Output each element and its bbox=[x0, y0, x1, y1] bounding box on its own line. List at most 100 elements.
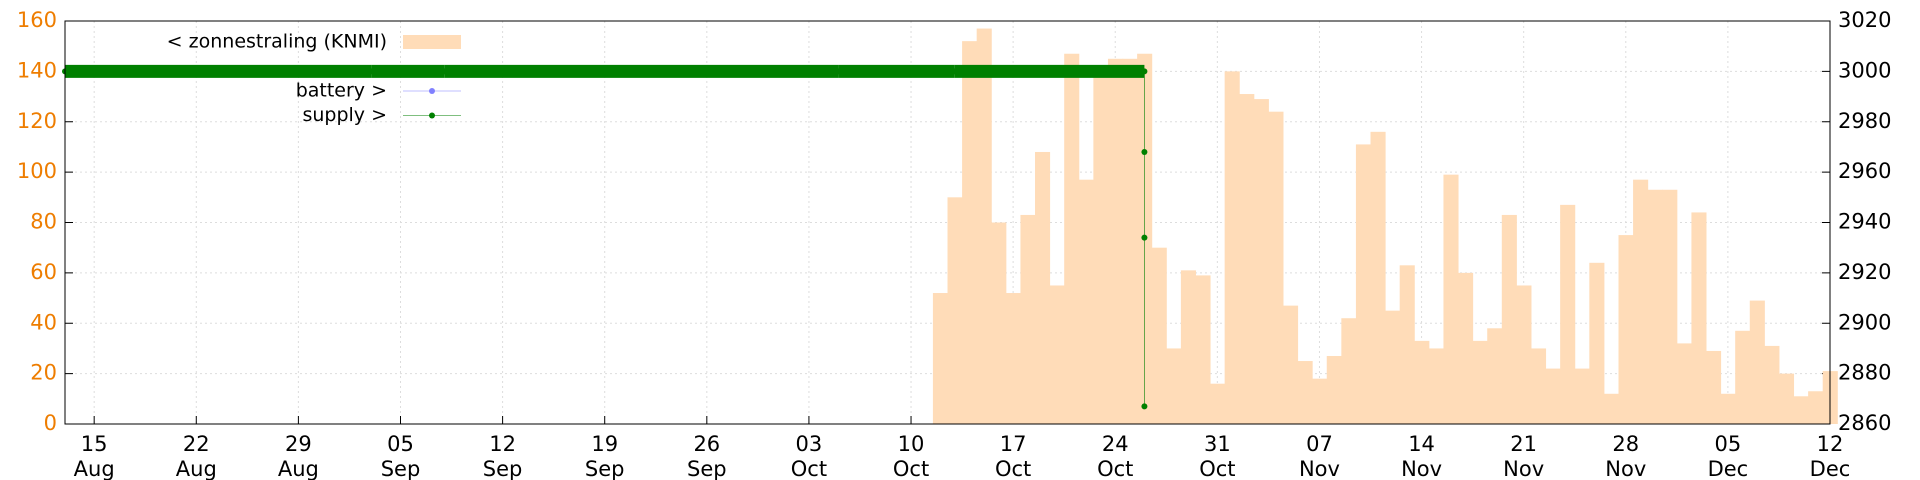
x-tick-label: Nov bbox=[1605, 457, 1646, 480]
bar bbox=[1443, 174, 1459, 424]
x-tick-label: Sep bbox=[381, 457, 421, 480]
x-tick-label: 12 bbox=[489, 432, 516, 456]
bar bbox=[1312, 378, 1328, 424]
y2-tick-label: 2940 bbox=[1838, 210, 1891, 234]
x-tick-label: 05 bbox=[1715, 432, 1742, 456]
point bbox=[951, 68, 958, 75]
bar bbox=[1501, 214, 1517, 424]
bar bbox=[1428, 348, 1444, 424]
bar bbox=[1239, 94, 1255, 424]
x-tick-label: Oct bbox=[1199, 457, 1235, 480]
y2-tick-label: 2980 bbox=[1838, 109, 1891, 133]
x-tick-label: 22 bbox=[183, 432, 210, 456]
bar bbox=[1633, 179, 1649, 424]
bar bbox=[1720, 393, 1736, 424]
bar bbox=[1210, 383, 1226, 424]
x-tick-label: 26 bbox=[693, 432, 720, 456]
bar bbox=[1326, 355, 1342, 424]
x-tick-label: 10 bbox=[898, 432, 925, 456]
y-tick-label: 100 bbox=[17, 159, 57, 183]
bar bbox=[1589, 262, 1605, 424]
bar bbox=[1268, 111, 1284, 425]
x-tick-label: Aug bbox=[176, 457, 217, 480]
bar bbox=[1297, 361, 1313, 424]
y2-tick-label: 2880 bbox=[1838, 361, 1891, 385]
y-tick-label: 20 bbox=[30, 361, 57, 385]
y-tick-label: 80 bbox=[30, 210, 57, 234]
y-tick-label: 160 bbox=[17, 8, 57, 32]
bar bbox=[962, 41, 978, 425]
point bbox=[1141, 68, 1148, 75]
y-tick-label: 140 bbox=[17, 58, 57, 82]
x-tick-label: 31 bbox=[1204, 432, 1231, 456]
y2-tick-label: 2920 bbox=[1838, 260, 1891, 284]
x-tick-label: 14 bbox=[1408, 432, 1435, 456]
bar bbox=[1151, 247, 1167, 424]
y-tick-label: 60 bbox=[30, 260, 57, 284]
bar bbox=[1166, 348, 1182, 424]
bar bbox=[1764, 345, 1780, 424]
bar bbox=[1370, 131, 1386, 424]
x-tick-label: Aug bbox=[278, 457, 319, 480]
y2-tick-label: 3000 bbox=[1838, 58, 1891, 82]
bar bbox=[1078, 179, 1094, 424]
bar bbox=[1253, 99, 1269, 425]
y-tick-label: 0 bbox=[44, 411, 57, 435]
x-tick-label: Aug bbox=[74, 457, 115, 480]
x-tick-label: 29 bbox=[285, 432, 312, 456]
x-tick-label: Nov bbox=[1299, 457, 1340, 480]
bar bbox=[1603, 393, 1619, 424]
point bbox=[1141, 148, 1148, 155]
legend-label: battery > bbox=[296, 80, 387, 102]
x-tick-label: Nov bbox=[1401, 457, 1442, 480]
bar bbox=[1224, 71, 1240, 424]
x-tick-label: 28 bbox=[1612, 432, 1639, 456]
bar bbox=[1778, 373, 1795, 424]
bar bbox=[1735, 330, 1751, 424]
y-tick-label: 120 bbox=[17, 109, 57, 133]
bar bbox=[1341, 318, 1357, 424]
legend-swatch bbox=[429, 88, 435, 94]
bar bbox=[1574, 368, 1590, 424]
bar bbox=[1399, 265, 1415, 424]
bar bbox=[1808, 391, 1824, 424]
x-tick-label: Dec bbox=[1708, 457, 1749, 480]
point bbox=[835, 68, 842, 75]
bar bbox=[932, 293, 948, 424]
bar bbox=[1793, 396, 1809, 424]
bar bbox=[1064, 53, 1080, 425]
x-tick-label: Oct bbox=[791, 457, 827, 480]
bar bbox=[1472, 340, 1488, 424]
x-tick-label: 03 bbox=[796, 432, 823, 456]
bar bbox=[1560, 204, 1576, 424]
bar bbox=[1035, 151, 1051, 424]
legend-label: supply > bbox=[302, 104, 387, 126]
y2-tick-label: 3020 bbox=[1838, 8, 1891, 32]
y2-tick-label: 2900 bbox=[1838, 310, 1891, 334]
bar bbox=[1385, 310, 1401, 424]
x-tick-label: 15 bbox=[81, 432, 108, 456]
x-tick-label: Sep bbox=[483, 457, 523, 480]
legend-label: < zonnestraling (KNMI) bbox=[167, 31, 387, 53]
y-tick-label: 40 bbox=[30, 310, 57, 334]
bar bbox=[1545, 368, 1561, 424]
x-tick-label: Oct bbox=[995, 457, 1031, 480]
bar bbox=[1749, 300, 1765, 424]
bar bbox=[1618, 235, 1634, 424]
x-tick-label: 07 bbox=[1306, 432, 1333, 456]
y2-tick-label: 2960 bbox=[1838, 159, 1891, 183]
bar bbox=[1530, 348, 1547, 424]
x-tick-label: Sep bbox=[687, 457, 727, 480]
bar bbox=[1691, 212, 1707, 424]
bar bbox=[947, 197, 963, 424]
bar bbox=[1020, 214, 1036, 424]
bar bbox=[1676, 343, 1692, 424]
x-tick-label: 19 bbox=[591, 432, 618, 456]
point bbox=[441, 68, 448, 75]
bar bbox=[1049, 285, 1065, 424]
bar bbox=[1414, 340, 1430, 424]
bar bbox=[1122, 58, 1138, 424]
legend-swatch bbox=[429, 112, 435, 119]
x-tick-label: Oct bbox=[893, 457, 929, 480]
